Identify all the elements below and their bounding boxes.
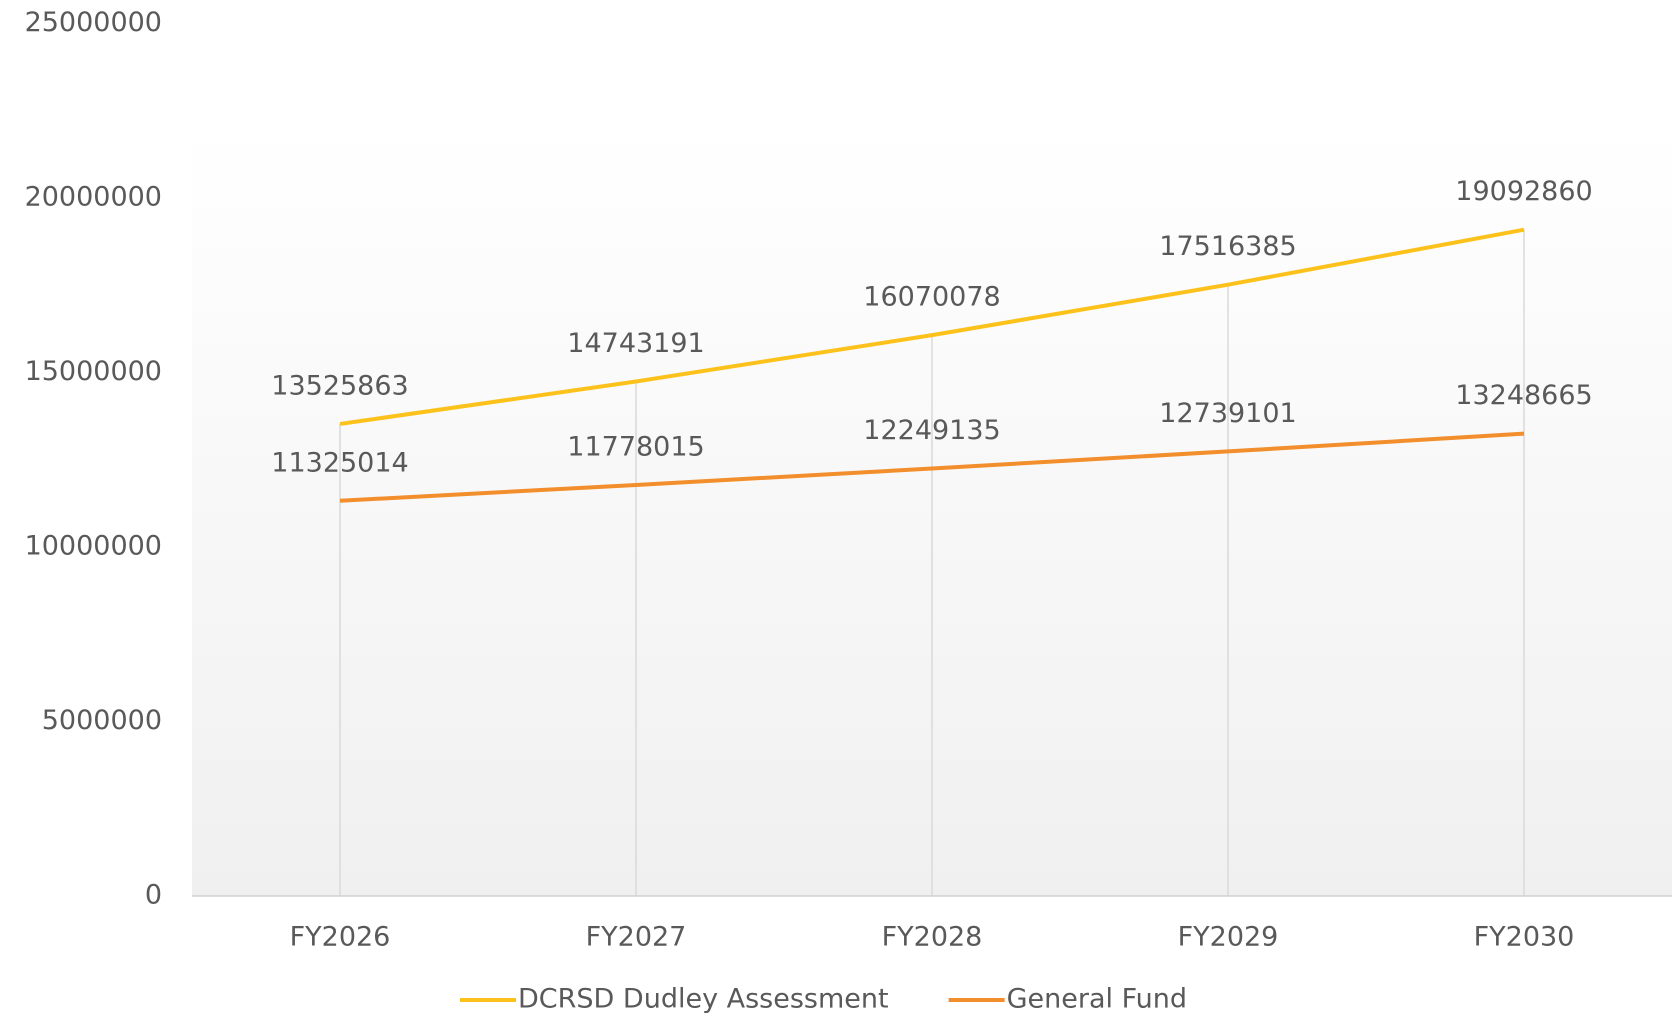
data-label: 17516385 <box>1159 231 1296 262</box>
data-label: 11778015 <box>567 431 704 462</box>
data-label: 13525863 <box>271 370 408 401</box>
data-label: 19092860 <box>1455 176 1592 207</box>
x-tick-label: FY2029 <box>1178 922 1279 953</box>
data-label: 12739101 <box>1159 398 1296 429</box>
y-tick-label: 10000000 <box>25 531 162 562</box>
x-tick-label: FY2030 <box>1474 922 1575 953</box>
y-tick-label: 5000000 <box>42 705 162 736</box>
series-line <box>339 431 1525 503</box>
data-label: 11325014 <box>271 447 408 478</box>
y-tick-label: 0 <box>145 880 162 911</box>
x-tick-label: FY2028 <box>882 922 983 953</box>
legend-label: General Fund <box>1007 984 1187 1015</box>
data-label: 14743191 <box>567 328 704 359</box>
series-line <box>339 227 1525 426</box>
y-tick-label: 20000000 <box>25 182 162 213</box>
legend-label: DCRSD Dudley Assessment <box>518 984 889 1015</box>
data-label: 13248665 <box>1455 380 1592 411</box>
data-label: 16070078 <box>863 282 1000 313</box>
x-tick-label: FY2027 <box>586 922 687 953</box>
data-label: 12249135 <box>863 415 1000 446</box>
y-tick-label: 25000000 <box>25 7 162 38</box>
x-tick-label: FY2026 <box>290 922 391 953</box>
y-tick-label: 15000000 <box>25 356 162 387</box>
